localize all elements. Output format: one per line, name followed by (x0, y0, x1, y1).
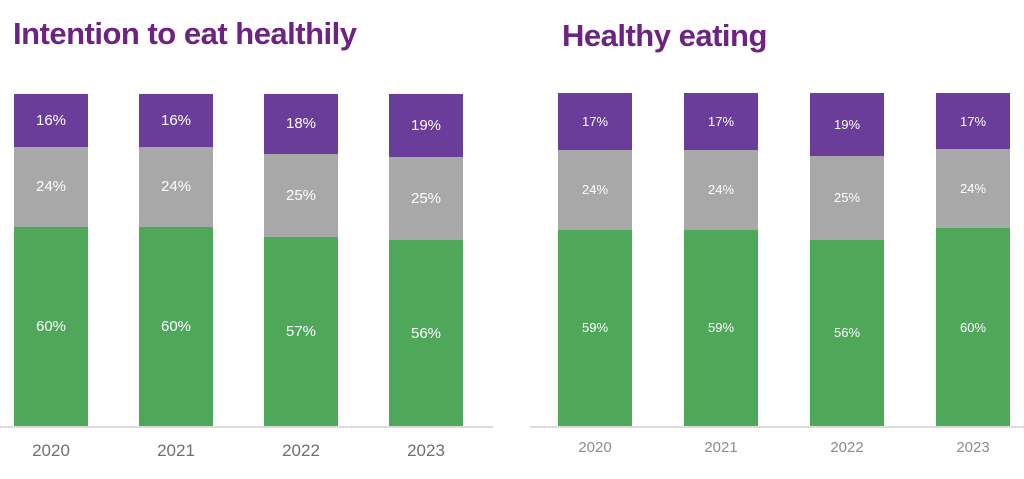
bar-segment-purple: 16% (14, 94, 88, 148)
bar-segment-green: 56% (389, 240, 463, 426)
bar-segment-purple: 16% (139, 94, 213, 148)
bar-column: 19% 25% 56% 2023 (389, 94, 463, 460)
plot-area-healthy-eating: 17% 24% 59% 2020 17% 24% 59% 2021 19% 25% 56% 2022 1… (530, 93, 1024, 456)
segment-value-label: 59% (707, 320, 735, 336)
segment-value-label: 18% (285, 115, 317, 133)
bar-segment-green: 60% (936, 228, 1010, 426)
category-label: 2023 (956, 439, 990, 456)
bar-segment-grey: 24% (14, 147, 88, 227)
bar-column: 16% 24% 60% 2021 (139, 94, 213, 460)
bar-column: 17% 24% 59% 2020 (558, 93, 632, 456)
bar-segment-grey: 25% (810, 156, 884, 240)
bar-segment-green: 60% (139, 226, 213, 426)
chart-title-healthy-eating: Healthy eating (562, 18, 767, 53)
segment-value-label: 59% (581, 320, 609, 336)
bar-segment-purple: 19% (389, 94, 463, 158)
bar-segment-purple: 17% (684, 93, 758, 150)
bar-segment-green: 56% (810, 239, 884, 426)
segment-value-label: 60% (35, 317, 67, 335)
bar-column: 18% 25% 57% 2022 (264, 94, 338, 460)
segment-value-label: 24% (707, 182, 735, 198)
segment-value-label: 24% (959, 181, 987, 197)
segment-value-label: 16% (35, 112, 67, 130)
category-label: 2021 (157, 441, 195, 460)
bar-column: 17% 24% 59% 2021 (684, 93, 758, 456)
bar-segment-green: 60% (14, 226, 88, 426)
stacked-bar: 16% 24% 60% (14, 94, 88, 426)
segment-value-label: 60% (959, 319, 987, 335)
segment-value-label: 56% (833, 325, 861, 341)
segment-value-label: 60% (160, 317, 192, 335)
segment-value-label: 19% (410, 117, 442, 135)
segment-value-label: 17% (707, 113, 735, 129)
stacked-bar: 19% 25% 56% (810, 93, 884, 426)
bar-segment-green: 59% (558, 229, 632, 426)
bar-segment-green: 57% (264, 236, 338, 426)
category-label: 2023 (407, 441, 445, 460)
segment-value-label: 25% (285, 186, 317, 204)
bar-segment-grey: 24% (558, 149, 632, 230)
stacked-bar: 17% 24% 59% (684, 93, 758, 426)
category-label: 2022 (830, 439, 864, 456)
bar-column: 19% 25% 56% 2022 (810, 93, 884, 456)
segment-value-label: 25% (410, 190, 442, 208)
bar-segment-grey: 25% (264, 153, 338, 237)
bar-segment-purple: 19% (810, 93, 884, 157)
segment-value-label: 25% (833, 190, 861, 206)
stacked-bar: 17% 24% 60% (936, 93, 1010, 426)
segment-value-label: 24% (581, 182, 609, 198)
bar-segment-purple: 17% (936, 93, 1010, 150)
bar-column: 16% 24% 60% 2020 (14, 94, 88, 460)
segment-value-label: 17% (581, 113, 609, 129)
category-label: 2022 (282, 441, 320, 460)
plot-area-intention: 16% 24% 60% 2020 16% 24% 60% 2021 18% 25% 57% 2022 1… (0, 94, 493, 460)
bar-segment-purple: 18% (264, 94, 338, 154)
chart-title-intention: Intention to eat healthily (13, 16, 357, 51)
category-label: 2021 (704, 439, 738, 456)
segment-value-label: 57% (285, 322, 317, 340)
bar-segment-grey: 24% (684, 149, 758, 230)
segment-value-label: 24% (160, 178, 192, 196)
segment-value-label: 16% (160, 112, 192, 130)
stacked-bar: 18% 25% 57% (264, 94, 338, 426)
stacked-bar: 19% 25% 56% (389, 94, 463, 426)
bar-segment-purple: 17% (558, 93, 632, 150)
category-label: 2020 (578, 439, 612, 456)
bar-segment-grey: 24% (936, 149, 1010, 229)
bar-segment-grey: 25% (389, 157, 463, 241)
stacked-bar: 17% 24% 59% (558, 93, 632, 426)
bar-segment-green: 59% (684, 229, 758, 426)
segment-value-label: 24% (35, 178, 67, 196)
category-label: 2020 (32, 441, 70, 460)
bar-column: 17% 24% 60% 2023 (936, 93, 1010, 456)
segment-value-label: 17% (959, 113, 987, 129)
bar-segment-grey: 24% (139, 147, 213, 227)
segment-value-label: 19% (833, 117, 861, 133)
segment-value-label: 56% (410, 324, 442, 342)
stacked-bar: 16% 24% 60% (139, 94, 213, 426)
